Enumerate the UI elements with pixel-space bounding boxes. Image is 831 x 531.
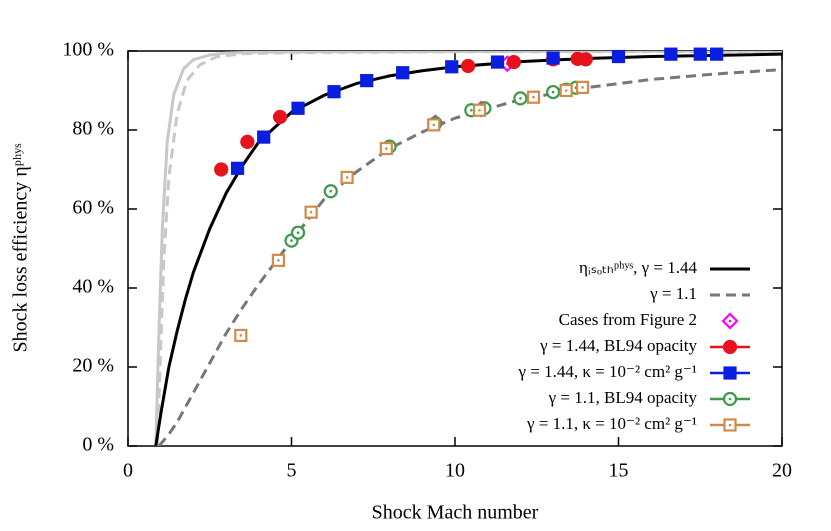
legend-label: γ = 1.1, BL94 opacity <box>548 388 698 407</box>
series-line <box>155 51 782 446</box>
data-point <box>291 101 305 115</box>
marker-dot <box>728 397 732 401</box>
series-line <box>157 68 782 446</box>
marker-dot <box>432 123 436 127</box>
legend-label: γ = 1.44, κ = 10⁻² cm² g⁻¹ <box>517 362 697 381</box>
x-axis-label: Shock Mach number <box>372 502 539 524</box>
legend-label: Cases from Figure 2 <box>559 310 697 329</box>
marker-dot <box>290 239 293 242</box>
data-point <box>506 54 521 70</box>
marker-dot <box>329 189 333 193</box>
y-tick-label: 80 % <box>72 118 114 140</box>
x-tick-label: 10 <box>445 460 465 482</box>
data-point <box>709 47 724 61</box>
data-point <box>396 66 410 80</box>
data-point <box>360 74 374 88</box>
marker-dot <box>296 231 300 234</box>
legend-label: γ = 1.1 <box>649 284 697 303</box>
y-tick-label: 100 % <box>62 39 114 61</box>
y-tick-label: 20 % <box>72 355 114 377</box>
data-point <box>611 49 626 64</box>
legend-marker <box>722 339 738 355</box>
data-point <box>327 85 341 99</box>
data-point <box>664 47 678 61</box>
x-tick-label: 5 <box>287 460 297 482</box>
data-point <box>240 134 255 149</box>
legend-label: γ = 1.1, κ = 10⁻² cm² g⁻¹ <box>526 414 697 433</box>
data-point <box>230 161 245 175</box>
x-tick-label: 20 <box>772 460 792 482</box>
data-point <box>693 47 707 61</box>
marker-dot <box>345 176 349 179</box>
legend-label: ηᵢₛₒₜₕᵖʰʸˢ, γ = 1.44 <box>579 258 698 277</box>
marker-dot <box>277 259 280 262</box>
data-point <box>490 55 505 69</box>
marker-dot <box>728 319 732 323</box>
x-tick-label: 0 <box>123 460 133 482</box>
marker-dot <box>532 95 535 99</box>
data-point <box>578 52 593 67</box>
y-tick-label: 0 % <box>82 434 114 456</box>
legend-marker <box>723 366 737 380</box>
marker-dot <box>551 90 555 94</box>
data-point <box>272 109 288 125</box>
marker-dot <box>728 423 732 427</box>
marker-dot <box>309 210 313 214</box>
y-tick-label: 60 % <box>72 197 114 219</box>
marker-dot <box>581 86 584 89</box>
marker-dot <box>564 89 568 92</box>
legend-label: γ = 1.44, BL94 opacity <box>539 336 697 355</box>
data-point <box>257 130 271 144</box>
data-point <box>546 51 560 65</box>
y-tick-label: 40 % <box>72 276 114 298</box>
data-point <box>445 60 459 74</box>
marker-dot <box>519 97 522 100</box>
marker-dot <box>470 108 473 112</box>
data-point <box>460 58 476 74</box>
x-tick-label: 15 <box>609 460 629 482</box>
y-axis-label: Shock loss efficiency ηᵖʰʸˢ <box>10 144 32 353</box>
marker-dot <box>478 108 481 112</box>
plot-frame <box>127 50 783 447</box>
marker-dot <box>239 334 243 337</box>
data-point <box>214 162 229 177</box>
marker-dot <box>385 147 388 150</box>
